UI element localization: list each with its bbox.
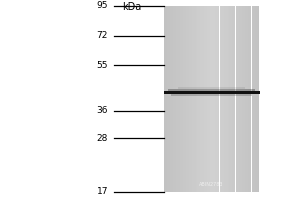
Bar (164, 91, 260, 94)
Bar (165, 6, 167, 192)
Bar (168, 89, 255, 91)
Bar (168, 6, 170, 192)
Bar (250, 6, 251, 192)
Bar (186, 6, 188, 192)
Bar (213, 6, 215, 192)
Bar (221, 6, 223, 192)
Bar (202, 6, 203, 192)
Bar (220, 6, 221, 192)
Bar (170, 6, 172, 192)
Text: kDa: kDa (122, 2, 142, 12)
Bar (210, 6, 212, 192)
Bar (164, 6, 165, 192)
Bar (244, 6, 245, 192)
Text: 36: 36 (97, 106, 108, 115)
Bar (171, 94, 252, 96)
Bar (224, 6, 226, 192)
Bar (173, 6, 175, 192)
Bar (212, 6, 213, 192)
Bar (192, 6, 194, 192)
Bar (242, 6, 244, 192)
Bar (175, 6, 176, 192)
Text: 55: 55 (97, 61, 108, 70)
Bar (178, 87, 245, 89)
Bar (196, 6, 197, 192)
Bar (248, 6, 250, 192)
Bar (200, 6, 202, 192)
Bar (181, 6, 183, 192)
Bar (179, 6, 181, 192)
Bar (203, 6, 205, 192)
Bar (207, 6, 208, 192)
Bar (247, 6, 248, 192)
Bar (199, 6, 200, 192)
Bar (258, 6, 260, 192)
Bar (176, 6, 178, 192)
Text: 17: 17 (97, 188, 108, 196)
Bar (188, 6, 189, 192)
Bar (189, 6, 191, 192)
Text: 95: 95 (97, 1, 108, 10)
Bar (237, 6, 239, 192)
Bar (231, 6, 232, 192)
Bar (197, 6, 199, 192)
Bar (184, 6, 186, 192)
Bar (251, 6, 253, 192)
Bar (232, 6, 234, 192)
Bar (255, 6, 256, 192)
Bar (226, 6, 227, 192)
Bar (172, 6, 173, 192)
Bar (256, 6, 258, 192)
Bar (240, 6, 242, 192)
Bar (253, 6, 255, 192)
Text: ABIN2783: ABIN2783 (199, 182, 224, 186)
Bar (208, 6, 210, 192)
Bar (234, 6, 236, 192)
Bar (236, 6, 237, 192)
Bar (167, 6, 168, 192)
Bar (205, 6, 207, 192)
Bar (183, 6, 184, 192)
Bar (218, 6, 220, 192)
Bar (223, 6, 224, 192)
Bar (245, 6, 247, 192)
Bar (229, 6, 231, 192)
Bar (178, 6, 179, 192)
Bar (215, 6, 216, 192)
Bar (191, 6, 192, 192)
Bar (194, 6, 196, 192)
Bar (227, 6, 229, 192)
Bar (216, 6, 218, 192)
Text: 72: 72 (97, 31, 108, 40)
Bar (239, 6, 240, 192)
Text: 28: 28 (97, 134, 108, 143)
